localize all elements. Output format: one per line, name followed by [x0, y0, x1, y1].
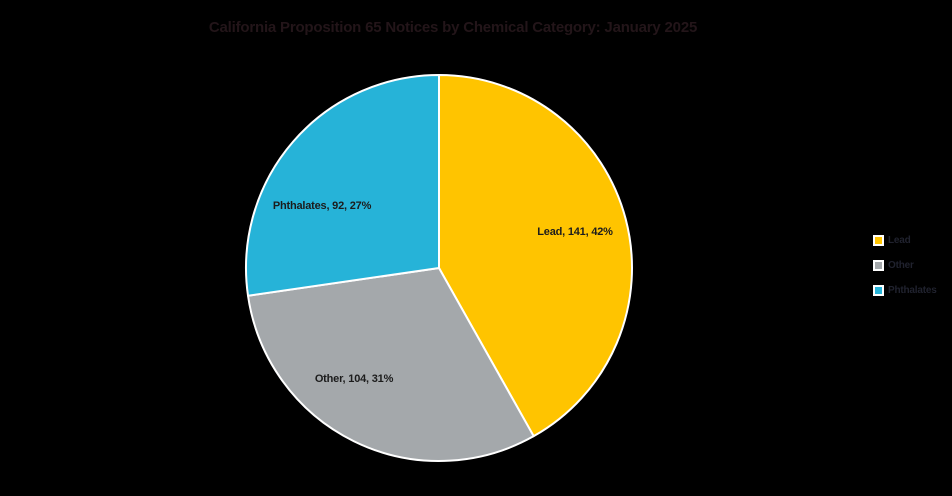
- chart-title: California Proposition 65 Notices by Che…: [208, 19, 698, 36]
- legend-swatch-icon: [873, 260, 884, 271]
- legend-label: Lead: [888, 235, 911, 246]
- legend-item-lead: Lead: [873, 235, 937, 246]
- legend: Lead Other Phthalates: [873, 235, 937, 310]
- pie-slice-lead: [438, 74, 633, 438]
- legend-label: Phthalates: [888, 285, 937, 296]
- pie-label-other: Other, 104, 31%: [315, 373, 394, 385]
- pie-slice-other: [247, 267, 535, 462]
- legend-item-phthalates: Phthalates: [873, 285, 937, 296]
- pie-label-phthalates: Phthalates, 92, 27%: [273, 200, 372, 212]
- pie-label-lead: Lead, 141, 42%: [537, 226, 613, 238]
- legend-swatch-icon: [873, 285, 884, 296]
- pie-slice-phthalates: [245, 74, 440, 297]
- legend-swatch-icon: [873, 235, 884, 246]
- legend-label: Other: [888, 260, 914, 271]
- legend-item-other: Other: [873, 260, 937, 271]
